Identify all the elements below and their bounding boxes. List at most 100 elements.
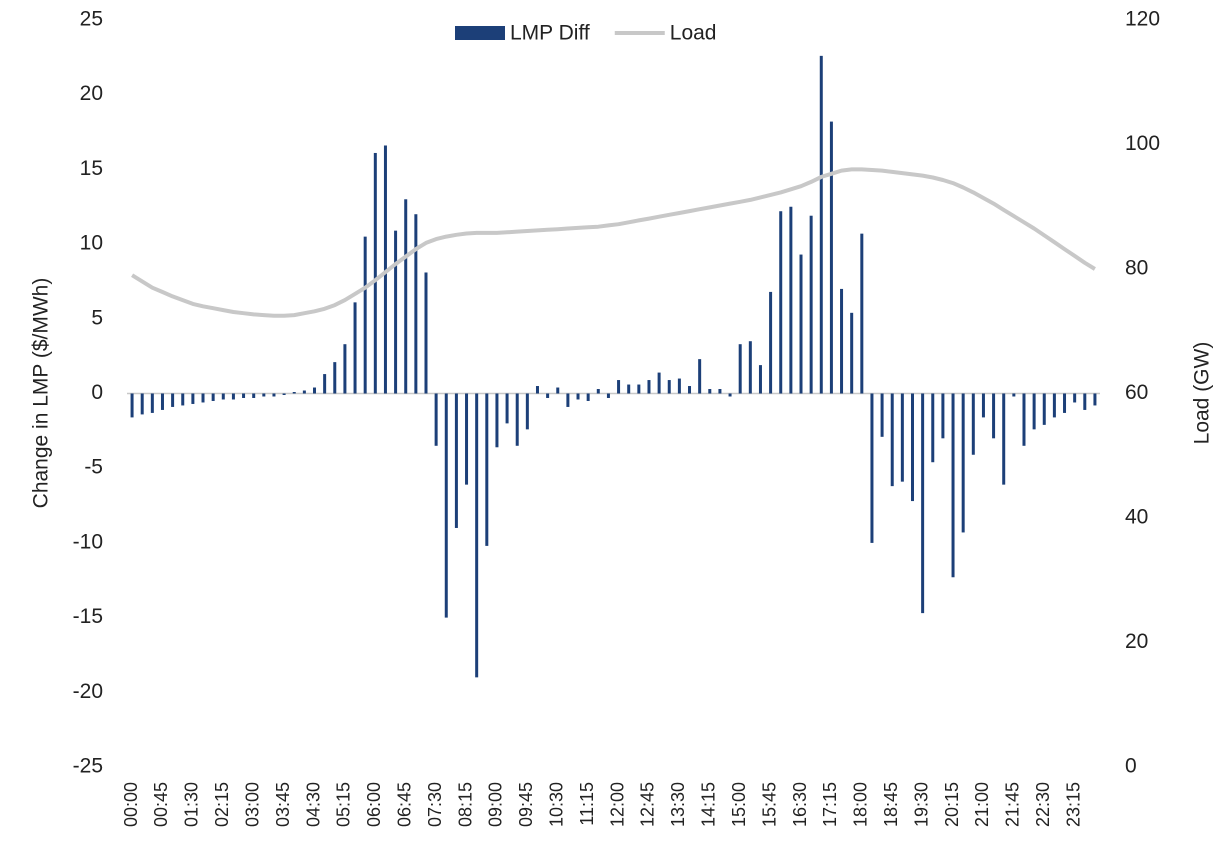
bar — [1022, 393, 1026, 446]
bar — [647, 380, 651, 394]
x-tick-label: 19:30 — [911, 782, 931, 827]
bar — [971, 393, 975, 455]
bar — [657, 372, 661, 394]
bar — [394, 230, 398, 394]
bar — [282, 393, 286, 395]
bar — [850, 312, 854, 394]
y-tick-label: -5 — [84, 456, 103, 479]
y-tick-label: 20 — [80, 82, 103, 105]
bar — [1032, 393, 1036, 430]
bar — [596, 389, 600, 394]
bar — [606, 393, 610, 398]
bar — [992, 393, 996, 439]
bar — [758, 365, 762, 394]
x-tick-label: 06:45 — [394, 782, 414, 827]
x-tick-label: 15:45 — [759, 782, 779, 827]
x-tick-label: 22:30 — [1033, 782, 1053, 827]
x-tick-label: 14:15 — [699, 782, 719, 827]
bar — [829, 121, 833, 394]
y-tick-label: -15 — [73, 605, 103, 628]
bar — [981, 393, 985, 418]
bar — [910, 393, 914, 502]
bar — [535, 386, 539, 394]
legend-label: LMP Diff — [510, 22, 590, 45]
bar — [434, 393, 438, 446]
x-tick-label: 13:30 — [668, 782, 688, 827]
bar — [130, 393, 134, 418]
x-tick-label: 00:00 — [121, 782, 141, 827]
x-tick-label: 11:15 — [577, 782, 597, 826]
bar — [799, 254, 803, 394]
bar — [951, 393, 955, 578]
x-tick-label: 01:30 — [182, 782, 202, 827]
bar — [525, 393, 529, 430]
y-tick-label: 0 — [91, 381, 103, 404]
bar — [404, 199, 408, 394]
bar — [140, 393, 144, 415]
bar — [333, 362, 337, 394]
y2-tick-label: 120 — [1125, 8, 1160, 31]
y2-tick-label: 40 — [1125, 506, 1148, 529]
bar — [667, 380, 671, 394]
bar — [1042, 393, 1046, 425]
bar — [424, 272, 428, 394]
x-tick-label: 06:00 — [364, 782, 384, 827]
bar — [819, 55, 823, 394]
bar — [931, 393, 935, 463]
bar — [748, 341, 752, 394]
bar — [556, 387, 560, 394]
x-tick-label: 00:45 — [151, 782, 171, 827]
bar — [454, 393, 458, 528]
bar — [921, 393, 925, 614]
y-tick-label: -20 — [73, 680, 103, 703]
bar — [201, 393, 205, 403]
bar — [637, 384, 641, 394]
bar — [586, 393, 590, 401]
bar — [728, 393, 732, 397]
y-tick-label: -25 — [73, 755, 103, 778]
bar — [688, 386, 692, 394]
bar — [465, 393, 469, 485]
y2-tick-label: 0 — [1125, 755, 1137, 778]
x-tick-label: 03:00 — [242, 782, 262, 827]
bar — [353, 302, 357, 394]
x-tick-label: 07:30 — [425, 782, 445, 827]
x-tick-label: 12:45 — [638, 782, 658, 827]
bar — [1002, 393, 1006, 485]
bar — [150, 393, 154, 413]
y-tick-label: 15 — [80, 157, 103, 180]
x-tick-label: 21:45 — [1003, 782, 1023, 827]
bar — [343, 344, 347, 394]
bar — [302, 390, 306, 394]
x-tick-label: 08:15 — [455, 782, 475, 827]
bar — [1073, 393, 1077, 403]
x-tick-label: 10:30 — [547, 782, 567, 827]
bar — [1012, 393, 1016, 397]
bar — [546, 393, 550, 398]
bar — [566, 393, 570, 407]
bar — [444, 393, 448, 618]
bar — [515, 393, 519, 446]
bar — [272, 393, 276, 397]
bar — [698, 359, 702, 394]
bar — [373, 152, 377, 394]
bar — [880, 393, 884, 437]
bar — [1093, 393, 1097, 406]
bar — [890, 393, 894, 487]
bar — [738, 344, 742, 394]
bar — [363, 236, 367, 394]
x-tick-label: 02:15 — [212, 782, 232, 827]
x-tick-label: 15:00 — [729, 782, 749, 827]
bar — [475, 393, 479, 678]
y2-tick-label: 80 — [1125, 257, 1148, 280]
y-axis-title: Change in LMP ($/MWh) — [30, 278, 53, 509]
bar — [617, 380, 621, 394]
bar — [231, 393, 235, 400]
bar — [383, 145, 387, 394]
bar — [677, 378, 681, 394]
bar — [505, 393, 509, 424]
bar — [252, 393, 256, 398]
y-tick-label: 10 — [80, 232, 103, 255]
bar — [627, 384, 631, 394]
